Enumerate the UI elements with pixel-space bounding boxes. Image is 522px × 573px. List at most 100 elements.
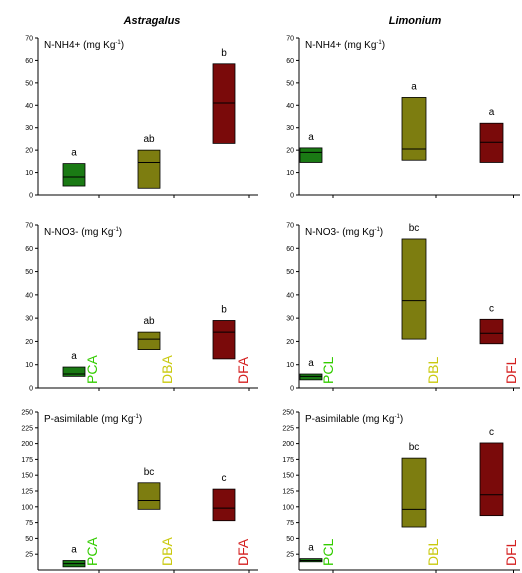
y-tick-label: 20 (25, 339, 33, 346)
y-tick-label: 20 (25, 148, 33, 155)
significance-letter: a (71, 148, 77, 159)
chart-panel: 0 10 20 30 40 50 60 70 N-NO3- (mg Kg-1) a PCL bc DBL… (286, 223, 520, 393)
significance-letter: a (71, 351, 77, 362)
chart-panel: 25 50 75 100 125 150 175 200 225 250 P-asimilable … (21, 410, 258, 573)
significance-letter: a (308, 132, 314, 143)
box-dba (138, 483, 160, 510)
y-tick-label: 200 (21, 441, 33, 448)
category-label-dbl: DBL (425, 357, 441, 384)
significance-letter: c (222, 473, 227, 484)
box-dfl (480, 123, 503, 162)
y-tick-label: 60 (25, 58, 33, 65)
y-tick-label: 30 (25, 316, 33, 323)
panel-label: P-asimilable (mg Kg-1) (44, 414, 142, 425)
category-label-pcl: PCL (320, 539, 336, 566)
y-tick-label: 50 (286, 536, 294, 543)
panel-label: N-NO3- (mg Kg-1) (305, 227, 383, 238)
y-tick-label: 25 (25, 552, 33, 559)
y-tick-label: 100 (21, 504, 33, 511)
significance-letter: b (221, 304, 227, 315)
significance-letter: bc (409, 442, 420, 453)
box-dfl (480, 319, 503, 343)
significance-letter: a (489, 107, 495, 118)
category-label-pca: PCA (84, 355, 100, 384)
y-tick-label: 70 (286, 223, 294, 230)
chart-panel: 0 10 20 30 40 50 60 70 N-NH4+ (mg Kg-1) a ab b (25, 36, 258, 200)
significance-letter: a (411, 81, 417, 92)
box-pca (63, 164, 85, 186)
y-tick-label: 50 (25, 80, 33, 87)
panel-label: N-NO3- (mg Kg-1) (44, 227, 122, 238)
y-tick-label: 150 (282, 473, 294, 480)
y-tick-label: 50 (286, 80, 294, 87)
box-pcl (300, 148, 322, 163)
y-tick-label: 10 (25, 170, 33, 177)
box-dbl (402, 97, 426, 160)
y-tick-label: 0 (29, 386, 33, 393)
y-tick-label: 0 (29, 193, 33, 200)
significance-letter: b (221, 48, 227, 59)
y-tick-label: 30 (286, 125, 294, 132)
significance-letter: a (308, 358, 314, 369)
box-dbl (402, 458, 426, 527)
y-tick-label: 150 (21, 473, 33, 480)
y-tick-label: 40 (286, 103, 294, 110)
significance-letter: ab (143, 316, 155, 327)
y-tick-label: 60 (25, 246, 33, 253)
y-tick-label: 25 (286, 552, 294, 559)
y-tick-label: 40 (25, 103, 33, 110)
y-tick-label: 60 (286, 246, 294, 253)
chart-panel: 25 50 75 100 125 150 175 200 225 250 P-asimilable … (282, 410, 520, 573)
y-tick-label: 225 (21, 425, 33, 432)
y-tick-label: 175 (21, 457, 33, 464)
y-tick-label: 50 (286, 269, 294, 276)
category-label-dfa: DFA (235, 538, 251, 566)
y-tick-label: 125 (282, 489, 294, 496)
significance-letter: c (489, 303, 494, 314)
significance-letter: a (308, 543, 314, 554)
y-tick-label: 225 (282, 425, 294, 432)
significance-letter: ab (143, 134, 155, 145)
y-tick-label: 70 (286, 36, 294, 43)
column-title-astragalus: Astragalus (123, 15, 181, 27)
y-tick-label: 75 (25, 520, 33, 527)
significance-letter: bc (144, 467, 155, 478)
y-tick-label: 50 (25, 536, 33, 543)
category-label-dfl: DFL (503, 539, 519, 566)
category-label-dbl: DBL (425, 539, 441, 566)
y-tick-label: 0 (290, 386, 294, 393)
panel-label: N-NH4+ (mg Kg-1) (44, 40, 124, 51)
panel-label: N-NH4+ (mg Kg-1) (305, 40, 385, 51)
category-label-pcl: PCL (320, 357, 336, 384)
box-dfl (480, 443, 503, 516)
y-tick-label: 20 (286, 148, 294, 155)
box-dba (138, 150, 160, 188)
category-label-dba: DBA (159, 537, 175, 566)
y-tick-label: 10 (286, 170, 294, 177)
y-tick-label: 175 (282, 457, 294, 464)
y-tick-label: 60 (286, 58, 294, 65)
y-tick-label: 40 (25, 292, 33, 299)
significance-letter: a (71, 545, 77, 556)
y-tick-label: 70 (25, 223, 33, 230)
chart-panel: 0 10 20 30 40 50 60 70 N-NH4+ (mg Kg-1) a a a (286, 36, 520, 200)
box-dfa (213, 64, 235, 144)
y-tick-label: 20 (286, 339, 294, 346)
category-label-pca: PCA (84, 537, 100, 566)
y-tick-label: 75 (286, 520, 294, 527)
y-tick-label: 10 (25, 362, 33, 369)
y-tick-label: 40 (286, 292, 294, 299)
box-dfa (213, 489, 235, 521)
y-tick-label: 125 (21, 489, 33, 496)
box-dfa (213, 320, 235, 358)
category-label-dfl: DFL (503, 357, 519, 384)
y-tick-label: 0 (290, 193, 294, 200)
y-tick-label: 100 (282, 504, 294, 511)
category-label-dfa: DFA (235, 356, 251, 384)
y-tick-label: 70 (25, 36, 33, 43)
category-label-dba: DBA (159, 355, 175, 384)
y-tick-label: 30 (286, 316, 294, 323)
y-tick-label: 200 (282, 441, 294, 448)
significance-letter: c (489, 427, 494, 438)
